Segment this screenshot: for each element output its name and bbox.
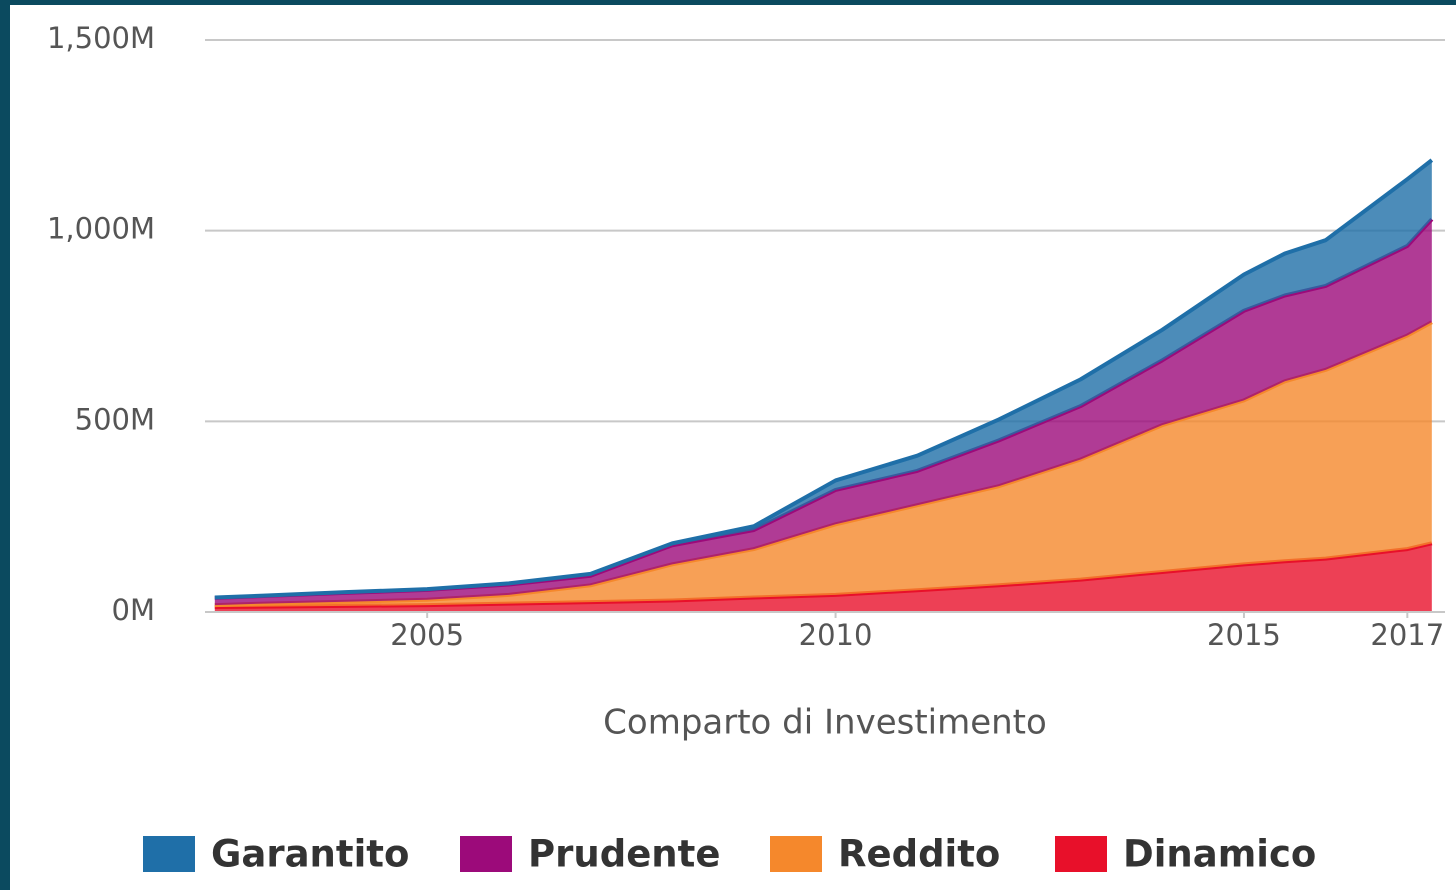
x-tick-label: 2017: [1370, 618, 1444, 652]
legend-swatch: [770, 836, 822, 872]
area: [214, 543, 1432, 612]
area: [214, 219, 1432, 606]
x-tick-label: 2005: [390, 618, 464, 652]
x-axis-title: Comparto di Investimento: [603, 703, 1047, 743]
y-tick-label: 1,000M: [47, 212, 155, 246]
y-tick-label: 500M: [75, 402, 155, 436]
area-line: [214, 158, 1434, 600]
legend-label: Reddito: [838, 833, 1000, 876]
legend-label: Prudente: [528, 833, 720, 876]
legend-swatch: [460, 836, 512, 872]
y-tick-label: 0M: [112, 593, 155, 627]
area: [214, 322, 1432, 608]
legend-swatch: [1055, 836, 1107, 872]
area-line: [214, 541, 1433, 610]
y-tick-label: 1,500M: [47, 21, 155, 55]
legend-label: Dinamico: [1123, 833, 1316, 876]
x-tick-label: 2010: [799, 618, 873, 652]
x-tick-label: 2015: [1207, 618, 1281, 652]
legend-swatch: [143, 836, 195, 872]
legend-label: Garantito: [211, 833, 409, 876]
